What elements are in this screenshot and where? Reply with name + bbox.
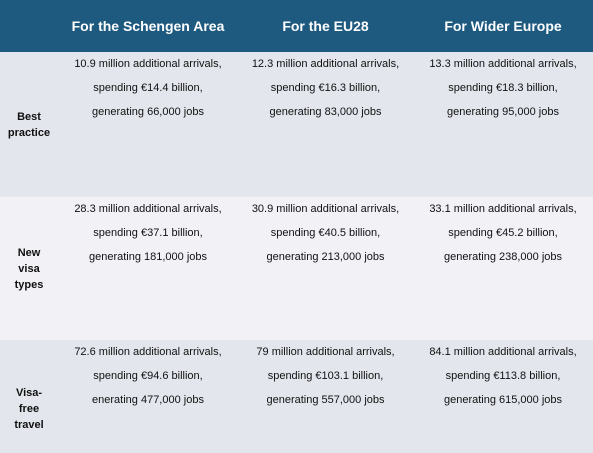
row-label-line: free: [18, 402, 40, 415]
table-cell: 84.1 million additional arrivals, spendi…: [413, 340, 593, 412]
cell-jobs: generating 181,000 jobs: [88, 251, 208, 263]
table-row-best-practice: Best practice 10.9 million additional ar…: [0, 52, 593, 197]
cell-arrivals: 10.9 million additional arrivals,: [74, 58, 222, 70]
cell-arrivals: 30.9 million additional arrivals,: [251, 203, 400, 215]
cell-spending: spending €45.2 billion,: [448, 227, 558, 239]
cell-arrivals: 12.3 million additional arrivals,: [251, 58, 400, 70]
table-header: For the Schengen Area For the EU28 For W…: [0, 0, 593, 52]
cell-arrivals: 13.3 million additional arrivals,: [429, 58, 577, 70]
cell-arrivals: 72.6 million additional arrivals,: [74, 346, 222, 358]
cell-jobs: enerating 477,000 jobs: [92, 394, 204, 406]
cell-spending: spending €18.3 billion,: [448, 82, 558, 94]
cell-jobs: generating 238,000 jobs: [443, 251, 563, 263]
row-label-line: Best: [17, 110, 41, 123]
row-label-line: practice: [7, 126, 51, 139]
cell-jobs: generating 557,000 jobs: [266, 394, 385, 406]
cell-spending: spending €37.1 billion,: [93, 227, 203, 239]
cell-arrivals: 84.1 million additional arrivals,: [429, 346, 577, 358]
cell-spending: spending €94.6 billion,: [93, 370, 203, 382]
column-header-wider-europe: For Wider Europe: [444, 18, 562, 34]
cell-jobs: generating 83,000 jobs: [269, 106, 382, 118]
table-cell: 79 million additional arrivals, spending…: [238, 340, 413, 412]
cell-spending: spending €40.5 billion,: [270, 227, 381, 239]
row-label-best-practice: Best practice: [0, 52, 58, 197]
row-label-line: travel: [14, 418, 44, 431]
cell-jobs: generating 615,000 jobs: [443, 394, 563, 406]
table-cell: 30.9 million additional arrivals, spendi…: [238, 197, 413, 269]
row-label-line: types: [14, 278, 44, 291]
table-row-visa-free-travel: Visa- free travel 72.6 million additiona…: [0, 340, 593, 453]
row-label-line: New: [17, 246, 41, 259]
row-label-line: visa: [18, 262, 40, 275]
cell-spending: spending €16.3 billion,: [270, 82, 381, 94]
cell-spending: spending €14.4 billion,: [93, 82, 203, 94]
column-header-schengen: For the Schengen Area: [71, 18, 225, 34]
cell-arrivals: 79 million additional arrivals,: [256, 346, 395, 358]
table-cell: 28.3 million additional arrivals, spendi…: [58, 197, 238, 269]
row-label-line: Visa-: [15, 386, 43, 399]
cell-spending: spending €113.8 billion,: [445, 370, 561, 382]
cell-jobs: generating 95,000 jobs: [447, 106, 559, 118]
table-cell: 12.3 million additional arrivals, spendi…: [238, 52, 413, 124]
table-row-new-visa-types: New visa types 28.3 million additional a…: [0, 197, 593, 340]
table-cell: 72.6 million additional arrivals, spendi…: [58, 340, 238, 412]
row-label-visa-free-travel: Visa- free travel: [0, 364, 58, 453]
column-header-eu28: For the EU28: [282, 18, 369, 34]
cell-jobs: generating 66,000 jobs: [92, 106, 204, 118]
table-cell: 10.9 million additional arrivals, spendi…: [58, 52, 238, 124]
table-cell: 33.1 million additional arrivals, spendi…: [413, 197, 593, 269]
cell-arrivals: 28.3 million additional arrivals,: [74, 203, 222, 215]
row-label-new-visa-types: New visa types: [0, 197, 58, 340]
table-cell: 13.3 million additional arrivals, spendi…: [413, 52, 593, 124]
cell-spending: spending €103.1 billion,: [267, 370, 384, 382]
cell-arrivals: 33.1 million additional arrivals,: [429, 203, 577, 215]
cell-jobs: generating 213,000 jobs: [266, 251, 385, 263]
